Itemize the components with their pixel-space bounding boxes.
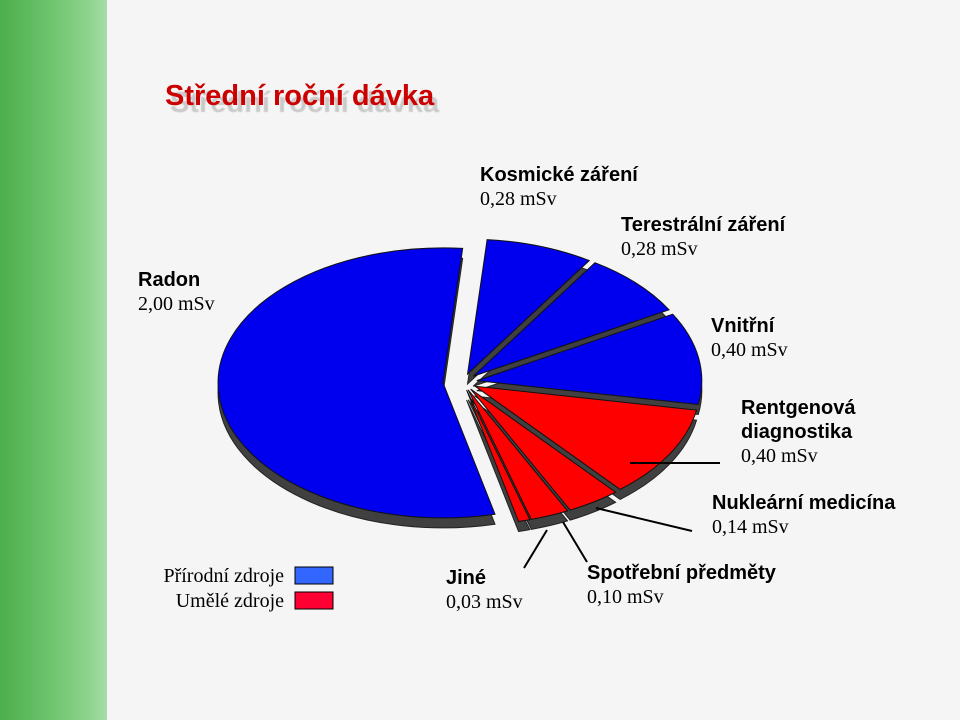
leader-line-spotrebni-predmety: [562, 521, 588, 563]
slice-value-radon: 2,00 mSv: [138, 293, 215, 315]
legend-label-umele-zdroje: Umělé zdroje: [176, 590, 284, 612]
slice-name-kosmicke-zareni: Kosmické záření: [480, 164, 639, 186]
slice-value-terestralni-zareni: 0,28 mSv: [621, 238, 698, 260]
slice-spotrebni-predmety: [467, 389, 569, 520]
slice-value-jine: 0,03 mSv: [446, 591, 523, 613]
slice-value-nuklearni-medicina: 0,14 mSv: [712, 516, 789, 538]
title-container: Střední roční dávka: [165, 80, 434, 113]
slice-name-radon: Radon: [138, 269, 200, 291]
slice-name-nuklearni-medicina: Nukleární medicína: [712, 492, 896, 514]
slice-name-vnitrni: Vnitřní: [711, 315, 776, 337]
slice-value-vnitrni: 0,40 mSv: [711, 339, 788, 361]
slice-name-jine: Jiné: [446, 567, 486, 589]
slice-name-rentgenova-diagnostika-1: Rentgenová: [741, 397, 856, 419]
leader-line-nuklearni-medicina: [595, 507, 693, 532]
legend-swatch-artificial: [294, 591, 334, 610]
slice-jine: [466, 389, 531, 523]
leader-line-jine: [523, 529, 548, 569]
legend-item-umele-zdroje: Umělé zdroje: [176, 590, 334, 612]
legend-label-prirodni-zdroje: Přírodní zdroje: [163, 565, 284, 587]
legend: Přírodní zdroje Umělé zdroje: [163, 565, 334, 612]
leader-lines: [523, 462, 720, 569]
slice-name-terestralni-zareni: Terestrální záření: [621, 214, 787, 236]
slice-name-spotrebni-predmety: Spotřební předměty: [587, 562, 777, 584]
slice-vnitrni: [476, 313, 703, 406]
slice-radon: [217, 247, 496, 519]
slice-name-rentgenova-diagnostika-2: diagnostika: [741, 421, 853, 443]
legend-swatch-natural: [294, 566, 334, 585]
slice-value-kosmicke-zareni: 0,28 mSv: [480, 188, 557, 210]
slice-value-rentgenova-diagnostika: 0,40 mSv: [741, 445, 818, 467]
slice-nuklearni-medicina: [470, 388, 617, 511]
legend-item-prirodni-zdroje: Přírodní zdroje: [163, 565, 334, 587]
slice-value-spotrebni-predmety: 0,10 mSv: [587, 586, 664, 608]
slice-terestralni-zareni: [472, 262, 670, 377]
pie-slices: [217, 239, 703, 533]
side-decoration-band: [0, 0, 107, 720]
slice-kosmicke-zareni: [466, 239, 591, 376]
page-title: Střední roční dávka: [165, 80, 435, 112]
